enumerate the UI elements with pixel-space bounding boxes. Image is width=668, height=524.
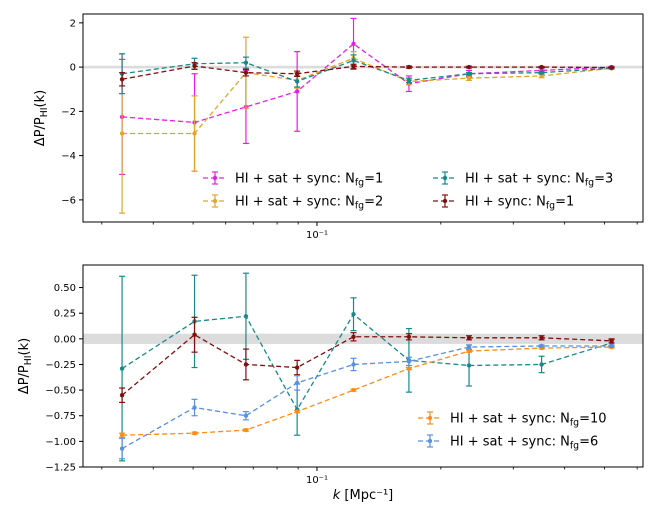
legend-marker: [427, 438, 433, 444]
data-point: [351, 362, 356, 367]
reference-band: [83, 333, 643, 344]
y-axis-label: ΔP/PHI(k): [17, 338, 34, 394]
panel-top: 2 0 −2 −4 −6 10⁻¹ ΔP/PHI(k) HI + sat + sync: Nf…: [33, 13, 644, 241]
data-point: [539, 335, 544, 341]
data-point: [609, 338, 614, 344]
data-point: [351, 41, 356, 47]
series-line: [121, 313, 612, 411]
data-point: [294, 409, 300, 414]
data-point: [294, 71, 300, 76]
legend-marker: [442, 198, 448, 204]
series-line: [122, 346, 612, 436]
axes-frame: [82, 264, 644, 468]
data-point: [192, 131, 197, 136]
data-point: [294, 79, 300, 84]
data-point: [609, 65, 614, 70]
data-point: [119, 433, 125, 438]
x-tick-label: 10⁻¹: [306, 475, 328, 486]
data-point: [609, 343, 614, 349]
legend-marker: [212, 175, 218, 181]
legend-label: HI + sat + sync: Nfg=2: [235, 195, 383, 212]
data-point: [539, 70, 544, 75]
data-point: [192, 430, 197, 436]
data-point: [351, 312, 356, 317]
data-point: [243, 413, 249, 418]
data-point: [119, 131, 125, 136]
legend-marker: [427, 415, 433, 421]
y-tick-label: −6: [61, 195, 76, 206]
data-point: [351, 64, 356, 69]
data-point: [192, 63, 197, 69]
y-tick-label: −0.25: [45, 360, 76, 371]
data-point: [466, 64, 472, 70]
y-axis-label: ΔP/PHI(k): [33, 90, 50, 146]
series-line: [121, 345, 612, 450]
series-line: [121, 333, 612, 396]
legend-label: HI + sat + sync: Nfg=3: [465, 172, 613, 189]
data-point: [406, 78, 412, 83]
data-point: [539, 362, 544, 367]
data-point: [119, 446, 125, 451]
data-point: [351, 334, 356, 339]
series-line: [122, 43, 612, 124]
legend-label: HI + sat + sync: Nfg=1: [235, 172, 383, 189]
series-3: [119, 343, 615, 460]
data-point: [466, 75, 472, 81]
legend: HI + sat + sync: Nfg=10 HI + sat + sync: …: [418, 411, 607, 452]
data-point: [119, 77, 125, 82]
y-tick-label: 2: [70, 18, 76, 29]
y-tick-label: −0.50: [45, 386, 76, 397]
data-point: [294, 365, 300, 370]
data-point: [406, 334, 412, 339]
data-point: [466, 71, 472, 76]
legend-label: HI + sync: Nfg=1: [465, 195, 574, 212]
data-point: [539, 343, 544, 349]
data-point: [406, 64, 412, 70]
legend-label: HI + sat + sync: Nfg=10: [450, 412, 607, 429]
data-point: [119, 366, 125, 371]
legend-marker: [212, 198, 218, 204]
data-point: [294, 89, 300, 94]
data-point: [539, 64, 544, 70]
legend-label: HI + sat + sync: Nfg=6: [450, 435, 598, 452]
y-tick-label: −1.00: [45, 437, 76, 448]
data-point: [243, 427, 249, 433]
data-point: [466, 363, 472, 368]
x-tick-label: 10⁻¹: [306, 230, 328, 241]
data-point: [294, 380, 300, 386]
series-line: [121, 59, 612, 83]
panel-bottom: 0.50 0.25 0.00 −0.25 −0.50 −0.75 −1.00 −1.25 10⁻…: [17, 264, 644, 503]
y-tick-label: −2: [61, 107, 76, 118]
data-point: [243, 362, 249, 367]
y-tick-label: 0.50: [54, 283, 76, 294]
data-point: [243, 70, 249, 75]
legend-marker: [442, 175, 448, 181]
axes-frame: [82, 13, 644, 223]
y-tick-label: 0.00: [54, 334, 76, 345]
y-tick-label: 0: [70, 63, 76, 74]
y-tick-label: −0.75: [45, 411, 76, 422]
y-tick-label: −4: [61, 151, 76, 162]
data-point: [119, 393, 125, 398]
data-point: [539, 73, 544, 79]
legend: HI + sat + sync: Nfg=1 HI + sat + sync: N…: [203, 171, 613, 212]
data-point: [406, 366, 412, 371]
data-point: [192, 405, 197, 410]
data-point: [406, 359, 412, 364]
data-point: [243, 314, 249, 319]
x-axis-label: k [Mpc⁻¹]: [333, 488, 394, 503]
y-tick-label: 0.25: [54, 309, 76, 320]
data-point: [466, 344, 472, 350]
data-point: [466, 348, 472, 354]
data-point: [351, 387, 356, 393]
data-point: [192, 332, 197, 337]
series-1: [119, 316, 615, 404]
y-tick-label: −1.25: [45, 463, 76, 474]
series-3: [119, 62, 615, 87]
data-point: [243, 60, 249, 65]
data-point: [351, 58, 356, 63]
data-point: [466, 335, 472, 341]
